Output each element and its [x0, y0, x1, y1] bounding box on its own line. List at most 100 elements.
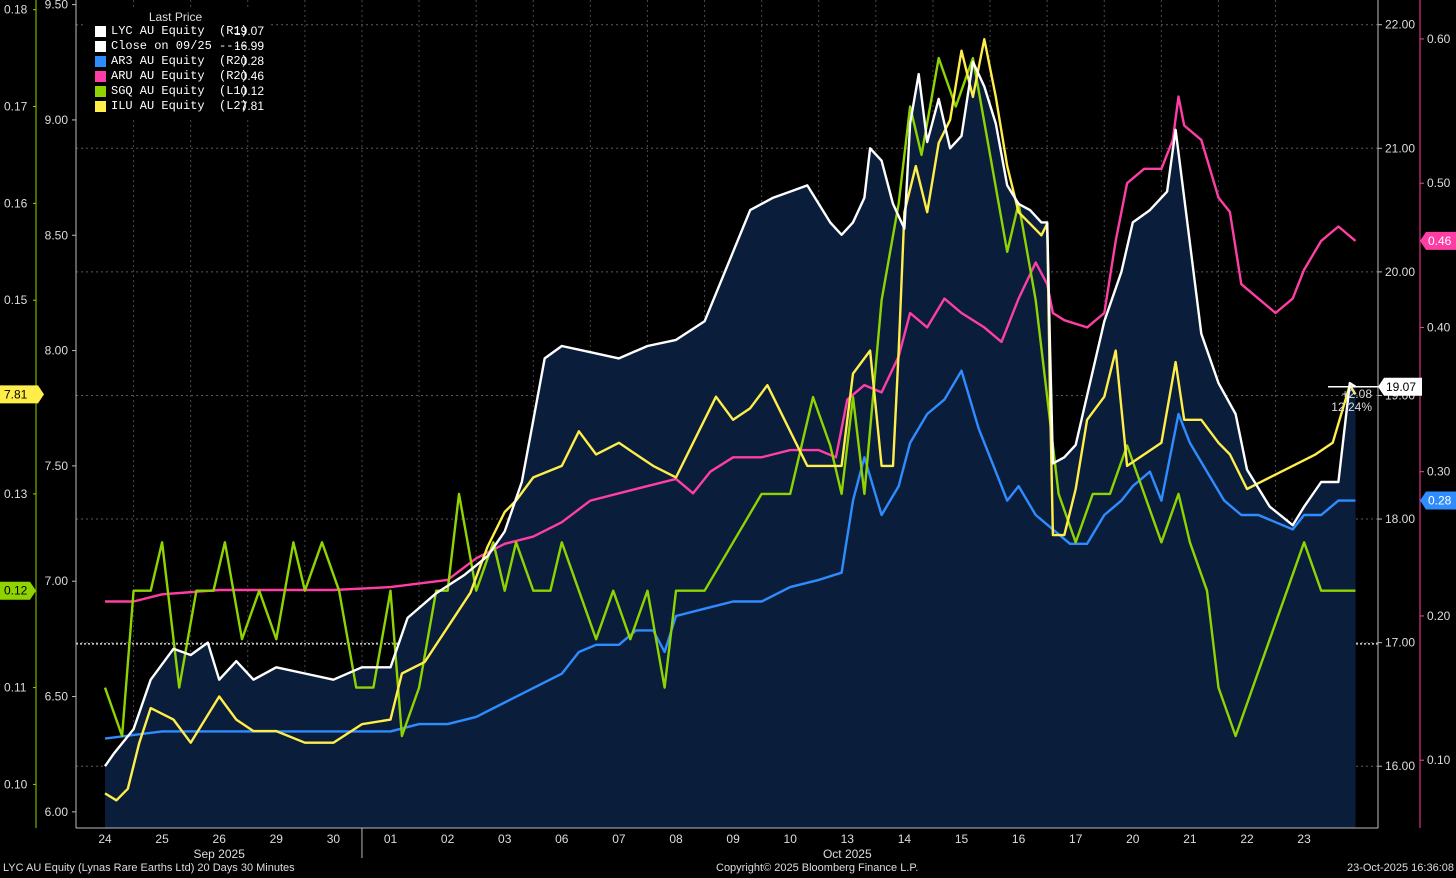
legend-value: 0.28 [240, 54, 264, 68]
l2-tick-label: 8.00 [45, 344, 69, 358]
legend-name: ILU AU Equity (L2) [111, 99, 248, 113]
x-tick-label: 03 [498, 832, 512, 846]
aru-last-tag-bg [1420, 231, 1456, 250]
legend-value: 0.46 [240, 69, 264, 83]
legend-name: AR3 AU Equity (R2) [111, 54, 248, 68]
l2-tick-label: 7.00 [45, 574, 69, 588]
lyc-area [105, 61, 1356, 829]
x-tick-label: 02 [441, 832, 455, 846]
r1-tick-label: 20.00 [1385, 265, 1415, 279]
r2-tick-label: 0.30 [1427, 465, 1451, 479]
r1-tick-label: 18.00 [1385, 512, 1415, 526]
legend-swatch [95, 26, 106, 37]
r2-tick-label: 0.10 [1427, 753, 1451, 767]
series-line-aru [105, 95, 1357, 603]
x-tick-label: 10 [784, 832, 798, 846]
x-tick-label: 26 [213, 832, 227, 846]
x-tick-label: 08 [669, 832, 683, 846]
x-tick-label: 15 [955, 832, 969, 846]
l2-tick-label: 6.00 [45, 805, 69, 819]
l1-tick-label: 0.17 [4, 100, 28, 114]
x-tick-label: 13 [841, 832, 855, 846]
l2-tick-label: 6.50 [45, 690, 69, 704]
legend-value: 19.07 [233, 24, 264, 38]
x-tick-label: 24 [98, 832, 112, 846]
l1-tick-label: 0.15 [4, 293, 28, 307]
x-tick-label: 21 [1183, 832, 1197, 846]
legend-swatch [95, 41, 106, 52]
x-tick-label: 01 [384, 832, 398, 846]
lyc-last-tag-bg [1378, 377, 1422, 396]
x-tick-label: 16 [1012, 832, 1026, 846]
r1-tick-label: 17.00 [1385, 636, 1415, 650]
axes: 0.180.170.160.150.140.130.120.110.109.50… [4, 0, 1451, 861]
ilu-last-tag-text: 7.81 [4, 387, 28, 401]
series-line-lyc [104, 60, 1357, 767]
footer-security: LYC AU Equity (Lynas Rare Earths Ltd) 20… [3, 862, 295, 874]
ilu-last-tag-bg [0, 385, 44, 404]
footer-copyright: Copyright© 2025 Bloomberg Finance L.P. [716, 862, 919, 874]
l1-tick-label: 0.13 [4, 487, 28, 501]
series-line-ar3 [104, 369, 1356, 740]
sgq-last-tag-text: 0.12 [4, 584, 28, 598]
x-tick-label: 14 [898, 832, 912, 846]
x-tick-label: 23 [1297, 832, 1311, 846]
legend-name: ARU AU Equity (R2) [111, 69, 248, 83]
aru-last-tag-text: 0.46 [1428, 234, 1452, 248]
lyc-area-fill [105, 61, 1356, 829]
legend-row-close[interactable]: Close on 09/25 ---- 16.99 [83, 39, 268, 54]
r1-tick-label: 16.00 [1385, 759, 1415, 773]
sgq-last-tag: 0.12 [0, 581, 36, 600]
legend-swatch [95, 71, 106, 82]
legend-row-ilu[interactable]: ILU AU Equity (L2) 7.81 [83, 99, 268, 114]
r1-tick-label: 21.00 [1385, 141, 1415, 155]
r2-tick-label: 0.50 [1427, 176, 1451, 190]
legend-value: 0.12 [240, 84, 264, 98]
month-label-oct: Oct 2025 [823, 847, 872, 861]
aru-last-tag: 0.46 [1420, 231, 1456, 250]
legend-row-sgq[interactable]: SGQ AU Equity (L1) 0.12 [83, 84, 268, 99]
legend-value: 7.81 [240, 99, 264, 113]
sgq-last-tag-bg [0, 581, 36, 600]
l1-tick-label: 0.18 [4, 3, 28, 17]
legend-name: SGQ AU Equity (L1) [111, 84, 248, 98]
x-tick-label: 20 [1126, 832, 1140, 846]
legend-value: 16.99 [233, 39, 264, 53]
lyc-last-tag-text: 19.07 [1386, 380, 1416, 394]
l2-tick-label: 8.50 [45, 228, 69, 242]
x-tick-label: 30 [327, 832, 341, 846]
x-tick-label: 07 [612, 832, 626, 846]
change-abs: +2.08 [1342, 387, 1373, 401]
legend-row-aru[interactable]: ARU AU Equity (R2) 0.46 [83, 69, 268, 84]
r2-tick-label: 0.20 [1427, 609, 1451, 623]
legend-name: LYC AU Equity (R1) [111, 24, 248, 38]
l2-tick-label: 9.50 [45, 0, 69, 12]
x-tick-label: 29 [270, 832, 284, 846]
r1-tick-label: 22.00 [1385, 18, 1415, 32]
ar3-last-tag: 0.28 [1420, 491, 1456, 510]
l1-tick-label: 0.16 [4, 196, 28, 210]
series-lines [103, 38, 1357, 802]
l2-tick-label: 7.50 [45, 459, 69, 473]
r2-tick-label: 0.40 [1427, 320, 1451, 334]
footer-timestamp: 23-Oct-2025 16:36:08 [1346, 862, 1454, 874]
l2-tick-label: 9.00 [45, 113, 69, 127]
legend-swatch [95, 101, 106, 112]
x-tick-label: 25 [155, 832, 169, 846]
ilu-last-tag: 7.81 [0, 385, 44, 404]
legend: Last Price LYC AU Equity (R1) 19.07 Clos… [83, 8, 268, 118]
x-tick-label: 09 [726, 832, 740, 846]
x-tick-label: 22 [1240, 832, 1254, 846]
legend-swatch [95, 86, 106, 97]
ar3-last-tag-bg [1420, 491, 1456, 510]
month-label-sep: Sep 2025 [194, 847, 246, 861]
l1-tick-label: 0.10 [4, 777, 28, 791]
legend-row-ar3[interactable]: AR3 AU Equity (R2) 0.28 [83, 54, 268, 69]
legend-header: Last Price [148, 10, 203, 24]
r2-tick-label: 0.60 [1427, 32, 1451, 46]
legend-name: Close on 09/25 ---- [111, 39, 248, 53]
legend-row-lyc[interactable]: LYC AU Equity (R1) 19.07 [83, 24, 268, 39]
ar3-last-tag-text: 0.28 [1428, 494, 1452, 508]
